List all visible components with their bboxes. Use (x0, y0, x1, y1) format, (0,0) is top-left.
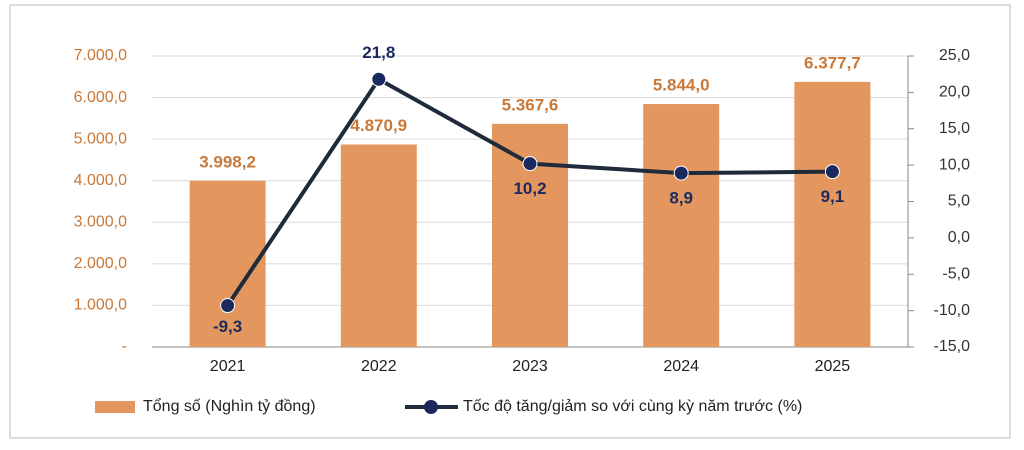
line-marker (371, 71, 387, 87)
y2-tick-label: -5,0 (942, 265, 970, 282)
y2-tick-label: 25,0 (939, 47, 970, 64)
y2-tick-label: 5,0 (948, 193, 970, 210)
y-tick-label: 2.000,0 (74, 255, 127, 272)
line-value-label: 9,1 (821, 187, 845, 206)
bar-value-label: 5.367,6 (502, 95, 559, 114)
bar (643, 104, 720, 347)
y-tick-label: 3.000,0 (74, 214, 127, 231)
line-value-label: 10,2 (513, 179, 546, 198)
line-marker (220, 298, 236, 314)
y2-tick-label: 0,0 (948, 229, 970, 246)
y-tick-label: - (122, 338, 127, 355)
legend-label: Tổng số (Nghìn tỷ đồng) (143, 397, 316, 415)
x-tick-label: 2023 (512, 358, 548, 375)
line-marker (673, 165, 689, 181)
line-marker (522, 156, 538, 172)
y-tick-label: 5.000,0 (74, 130, 127, 147)
x-tick-label: 2025 (815, 358, 851, 375)
line-value-label: 8,9 (669, 189, 693, 208)
y2-tick-label: 20,0 (939, 84, 970, 101)
x-tick-label: 2022 (361, 358, 397, 375)
x-tick-label: 2021 (210, 358, 246, 375)
bar-value-label: 3.998,2 (199, 152, 256, 171)
line-value-label: 21,8 (362, 43, 395, 62)
line-marker (824, 164, 840, 180)
legend-label: Tốc độ tăng/giảm so với cùng kỳ năm trướ… (463, 398, 802, 415)
y2-tick-label: -15,0 (934, 338, 971, 355)
bar-value-label: 4.870,9 (350, 116, 407, 135)
bar-value-label: 5.844,0 (653, 76, 710, 95)
y2-tick-label: 10,0 (939, 156, 970, 173)
y-tick-label: 1.000,0 (74, 297, 127, 314)
bar (794, 81, 871, 347)
legend-swatch (95, 401, 135, 413)
y-tick-label: 4.000,0 (74, 172, 127, 189)
line-value-label: -9,3 (213, 317, 242, 336)
y2-tick-label: 15,0 (939, 120, 970, 137)
y2-tick-label: -10,0 (934, 302, 971, 319)
y-tick-label: 7.000,0 (74, 47, 127, 64)
x-tick-label: 2024 (663, 358, 699, 375)
chart-border (9, 4, 1011, 439)
bar (340, 144, 417, 347)
y-tick-label: 6.000,0 (74, 89, 127, 106)
legend-swatch (424, 400, 438, 414)
bar (189, 180, 266, 347)
bar-value-label: 6.377,7 (804, 53, 861, 72)
